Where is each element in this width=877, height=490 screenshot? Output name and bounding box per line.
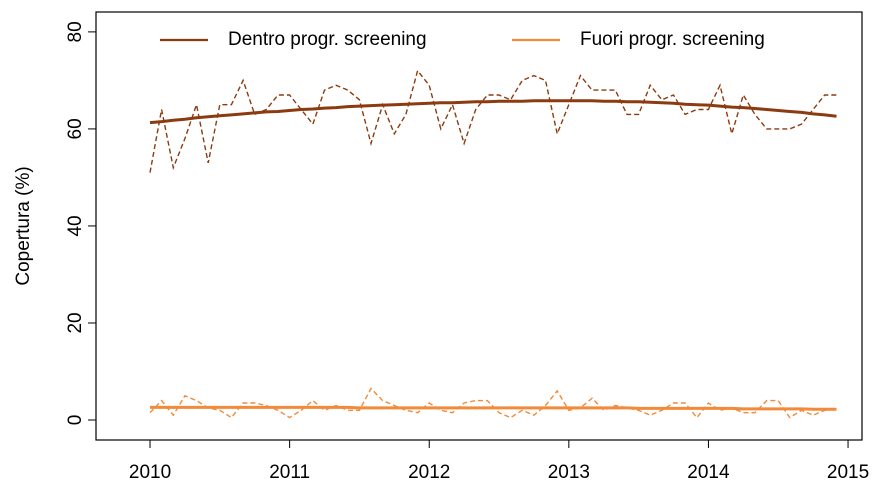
x-tick-label: 2015 [827, 462, 869, 483]
plot-frame [95, 11, 863, 441]
x-tick-label: 2012 [408, 462, 450, 483]
x-tick-label: 2010 [129, 462, 171, 483]
y-tick-label: 80 [65, 21, 86, 42]
x-tick-label: 2014 [687, 462, 730, 483]
observed-line [149, 387, 837, 419]
legend-label: Dentro progr. screening [228, 29, 427, 50]
trend-line [149, 99, 837, 125]
y-tick-label: 0 [65, 415, 86, 426]
trend-line [150, 405, 837, 411]
legend-label: Fuori progr. screening [580, 29, 765, 50]
y-tick-label: 40 [65, 215, 86, 236]
x-tick-label: 2011 [269, 462, 310, 483]
x-tick-label: 2013 [548, 462, 590, 483]
y-tick-label: 20 [65, 312, 86, 333]
y-axis-label: Copertura (%) [13, 166, 34, 285]
y-tick-label: 60 [65, 118, 86, 139]
observed-line [149, 69, 837, 173]
